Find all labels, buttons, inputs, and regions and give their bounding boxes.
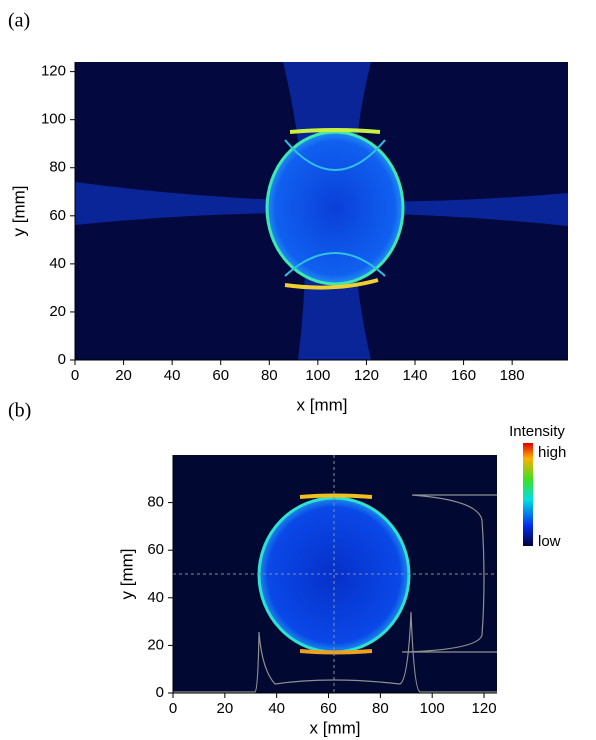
x-tick-label: 120 bbox=[354, 367, 379, 384]
x-tick-label: 20 bbox=[115, 367, 132, 384]
y-tick-label: 60 bbox=[49, 207, 66, 224]
colorbar-label: low bbox=[538, 533, 561, 550]
y-tick-label: 80 bbox=[49, 159, 66, 176]
y-tick-label: 60 bbox=[147, 541, 164, 558]
heatmap-image-b bbox=[173, 455, 497, 693]
x-tick-label: 40 bbox=[268, 700, 285, 717]
y-tick-label: 40 bbox=[49, 255, 66, 272]
x-tick-label: 80 bbox=[261, 367, 278, 384]
x-tick-label: 0 bbox=[169, 700, 177, 717]
x-tick-label: 100 bbox=[305, 367, 330, 384]
x-tick-label: 20 bbox=[216, 700, 233, 717]
y-tick-label: 120 bbox=[41, 63, 66, 80]
colorbar-label: high bbox=[538, 444, 566, 461]
y-tick-label: 0 bbox=[156, 684, 164, 701]
y-axis-title: y [mm] bbox=[9, 186, 28, 237]
x-tick-label: 0 bbox=[71, 367, 79, 384]
x-tick-label: 120 bbox=[472, 700, 497, 717]
colorbar-title: Intensity bbox=[509, 423, 565, 440]
x-axis-title: x [mm] bbox=[297, 395, 348, 414]
x-tick-label: 180 bbox=[500, 367, 525, 384]
panel-label: (a) bbox=[8, 10, 30, 32]
y-tick-label: 0 bbox=[58, 351, 66, 368]
y-tick-label: 80 bbox=[147, 494, 164, 511]
x-tick-label: 60 bbox=[212, 367, 229, 384]
heatmap-image-a bbox=[75, 62, 568, 360]
x-tick-label: 60 bbox=[320, 700, 337, 717]
colorbar bbox=[523, 443, 533, 546]
x-axis-title: x [mm] bbox=[310, 718, 361, 737]
y-axis-title: y [mm] bbox=[117, 549, 136, 600]
y-tick-label: 100 bbox=[41, 111, 66, 128]
x-tick-label: 140 bbox=[402, 367, 427, 384]
x-tick-label: 160 bbox=[451, 367, 476, 384]
y-tick-label: 40 bbox=[147, 589, 164, 606]
x-tick-label: 100 bbox=[420, 700, 445, 717]
panel-label: (b) bbox=[8, 400, 31, 422]
x-tick-label: 80 bbox=[372, 700, 389, 717]
y-tick-label: 20 bbox=[49, 303, 66, 320]
y-tick-label: 20 bbox=[147, 636, 164, 653]
x-tick-label: 40 bbox=[164, 367, 181, 384]
